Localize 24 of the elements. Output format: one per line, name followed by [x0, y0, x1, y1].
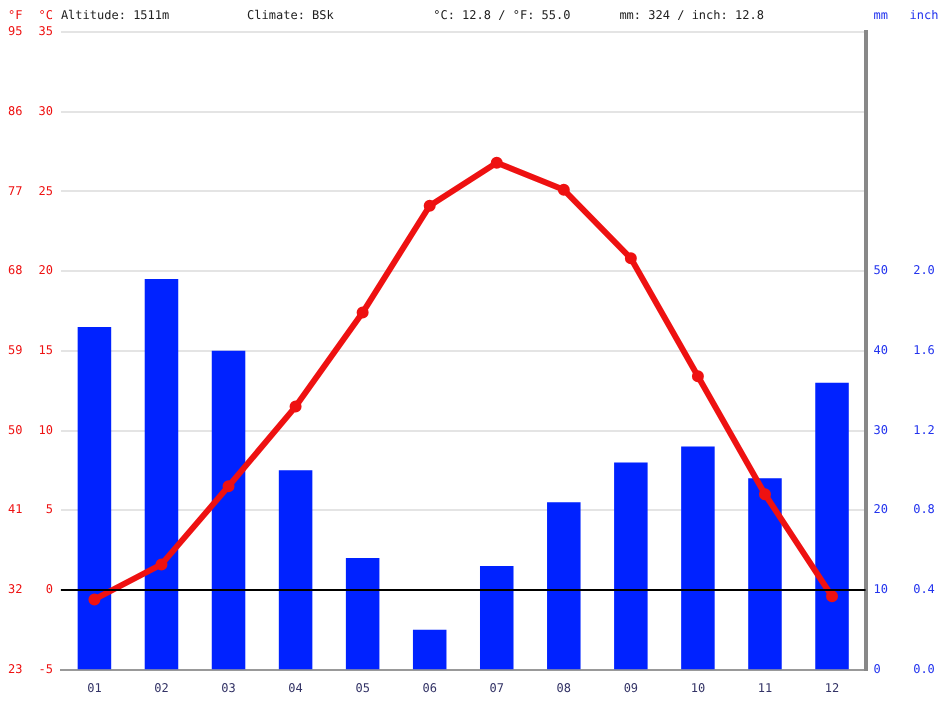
point — [557, 183, 570, 196]
point — [356, 306, 369, 319]
bar — [815, 382, 849, 670]
bar — [345, 558, 380, 670]
point — [624, 252, 637, 265]
bar — [614, 462, 648, 670]
bar — [547, 502, 581, 670]
point — [222, 480, 235, 493]
point — [289, 400, 302, 413]
point — [423, 199, 436, 212]
bar — [278, 470, 313, 670]
bar — [144, 279, 179, 670]
point — [758, 488, 771, 501]
bar — [748, 478, 782, 670]
bar — [211, 350, 246, 670]
point — [155, 558, 168, 571]
bar — [412, 629, 447, 670]
bar — [681, 446, 715, 670]
point — [490, 156, 503, 169]
bar — [77, 326, 112, 670]
bar — [479, 565, 514, 670]
point — [691, 370, 704, 383]
point — [826, 590, 839, 603]
point — [88, 593, 101, 606]
